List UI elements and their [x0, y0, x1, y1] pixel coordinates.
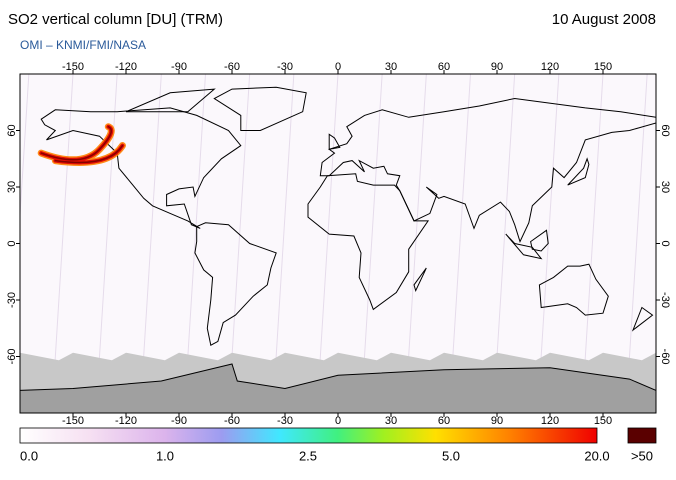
- lat-label-left: -30: [6, 292, 18, 308]
- coastline: [413, 267, 427, 292]
- lat-label-left: 0: [6, 240, 18, 246]
- coastline: [213, 86, 307, 131]
- colorbar-label: 0.0: [20, 448, 38, 463]
- lon-label-bottom: 60: [438, 415, 450, 427]
- colorbar-label: 1.0: [156, 448, 174, 463]
- subtitle: OMI – KNMI/FMI/NASA: [20, 38, 146, 52]
- date: 10 August 2008: [552, 11, 656, 28]
- lat-label-right: -60: [659, 349, 671, 365]
- lat-label-right: 30: [659, 181, 671, 193]
- lon-label-bottom: -150: [62, 415, 84, 427]
- coastline: [307, 173, 430, 311]
- lon-label-top: -30: [277, 61, 293, 73]
- lat-label-right: 60: [659, 124, 671, 136]
- lat-label-right: 0: [659, 240, 671, 246]
- colorbar-overflow: [627, 427, 657, 444]
- orbit-swath: [581, 74, 604, 413]
- lon-label-bottom: -90: [171, 415, 187, 427]
- lon-label-top: -150: [62, 61, 84, 73]
- coastline: [328, 133, 341, 150]
- title: SO2 vertical column [DU] (TRM): [8, 11, 223, 28]
- lon-label-bottom: 30: [385, 415, 397, 427]
- lon-label-top: -90: [171, 61, 187, 73]
- coastline: [567, 157, 590, 186]
- colorbar-overflow-label: >50: [631, 448, 653, 463]
- antarctica: [20, 363, 656, 413]
- coastline: [125, 88, 216, 113]
- coastline: [319, 97, 656, 243]
- lon-label-top: -120: [115, 61, 137, 73]
- lon-label-bottom: 150: [594, 415, 612, 427]
- colorbar-label: 5.0: [442, 448, 460, 463]
- lon-label-bottom: -30: [277, 415, 293, 427]
- orbit-swath: [316, 74, 339, 413]
- lat-label-left: 60: [6, 124, 18, 136]
- coastline: [505, 233, 543, 260]
- so2-plume: [40, 125, 124, 164]
- lon-label-bottom: -60: [224, 415, 240, 427]
- colorbar-label: 20.0: [584, 448, 609, 463]
- orbit-swath: [51, 74, 74, 413]
- coastline: [631, 306, 654, 332]
- lon-label-top: 150: [594, 61, 612, 73]
- lon-label-top: 120: [541, 61, 559, 73]
- coastline: [194, 222, 277, 346]
- lon-label-top: 0: [335, 61, 341, 73]
- lon-label-top: -60: [224, 61, 240, 73]
- map: [20, 74, 656, 413]
- coastline: [40, 107, 242, 229]
- lon-label-bottom: 0: [335, 415, 341, 427]
- lon-label-bottom: 90: [491, 415, 503, 427]
- orbit-swath: [360, 74, 383, 413]
- colorbar-label: 2.5: [299, 448, 317, 463]
- lon-label-top: 60: [438, 61, 450, 73]
- lon-label-top: 90: [491, 61, 503, 73]
- orbit-swath: [625, 74, 648, 413]
- lat-label-left: -60: [6, 349, 18, 365]
- lat-label-right: -30: [659, 292, 671, 308]
- colorbar: [19, 427, 598, 444]
- lon-label-bottom: -120: [115, 415, 137, 427]
- lat-label-left: 30: [6, 181, 18, 193]
- coastline: [538, 263, 609, 316]
- coastline: [530, 229, 549, 252]
- orbit-swath: [20, 74, 30, 224]
- lon-label-bottom: 120: [541, 415, 559, 427]
- orbit-swath: [272, 74, 295, 413]
- lon-label-top: 30: [385, 61, 397, 73]
